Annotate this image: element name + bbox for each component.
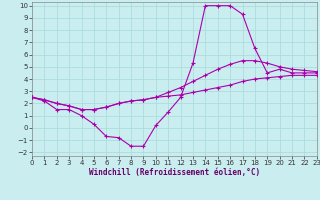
- X-axis label: Windchill (Refroidissement éolien,°C): Windchill (Refroidissement éolien,°C): [89, 168, 260, 177]
